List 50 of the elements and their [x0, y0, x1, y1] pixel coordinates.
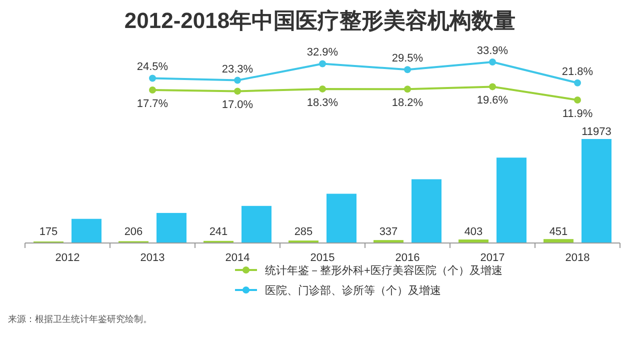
legend-label: 医院、门诊部、诊所等（个）及增速: [265, 284, 441, 297]
point: [234, 76, 241, 84]
data-label: 32.9%: [306, 46, 338, 59]
data-label: 403: [464, 226, 483, 238]
x-tick-label: 2015: [310, 252, 335, 264]
data-label: 23.3%: [222, 63, 254, 76]
bar: [496, 158, 526, 243]
point: [489, 58, 496, 66]
data-label: 17.7%: [136, 98, 168, 110]
data-label: 33.9%: [476, 45, 508, 57]
point: [574, 96, 581, 104]
source-note: 来源：根据卫生统计年鉴研究绘制。: [8, 314, 152, 324]
x-tick-label: 2013: [140, 252, 165, 264]
x-tick-label: 2016: [395, 252, 420, 264]
data-label: 18.2%: [392, 97, 424, 110]
bar: [156, 212, 186, 243]
point: [319, 60, 326, 68]
bar: [72, 218, 102, 243]
x-tick-label: 2018: [565, 252, 590, 264]
point: [319, 85, 326, 92]
data-label: 175: [39, 226, 58, 238]
x-tick-label: 2014: [225, 252, 250, 264]
legend-label: 统计年鉴－整形外科+医疗美容医院（个）及增速: [265, 264, 502, 277]
data-label: 21.8%: [562, 66, 594, 78]
data-label: 11.9%: [562, 108, 593, 120]
point: [489, 83, 496, 90]
data-label: 451: [549, 226, 568, 238]
point: [574, 79, 581, 86]
data-label: 19.6%: [476, 94, 508, 107]
point: [234, 88, 241, 95]
bar: [242, 206, 272, 243]
x-tick-label: 2017: [480, 252, 505, 264]
bar: [582, 139, 612, 243]
point: [149, 86, 156, 94]
point: [149, 74, 156, 82]
data-label: 11973: [582, 126, 612, 138]
data-label: 24.5%: [136, 61, 168, 74]
bar: [326, 194, 356, 243]
chart-title: 2012-2018年中国医疗整形美容机构数量: [124, 8, 516, 33]
data-label: 17.0%: [222, 99, 254, 112]
x-tick-label: 2012: [55, 252, 80, 264]
data-label: 18.3%: [306, 96, 338, 109]
data-label: 241: [209, 226, 228, 238]
data-label: 29.5%: [392, 52, 424, 65]
data-label: 285: [294, 226, 313, 238]
point: [404, 66, 411, 74]
bar: [412, 179, 442, 243]
data-label: 206: [124, 226, 143, 238]
data-label: 337: [379, 226, 398, 238]
point: [404, 86, 411, 93]
